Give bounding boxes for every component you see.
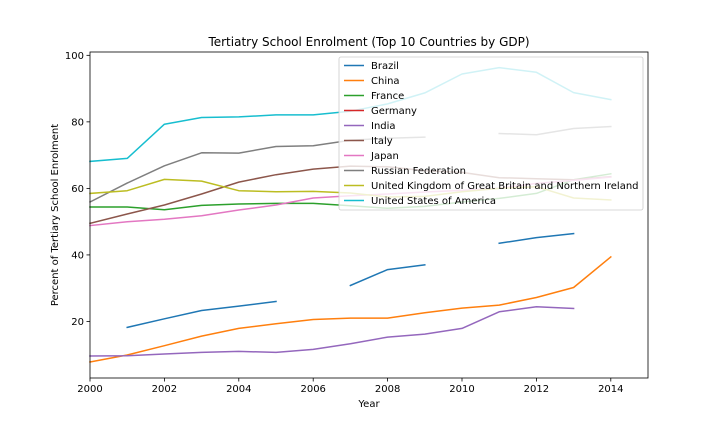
y-tick-label: 20 — [71, 317, 84, 328]
series-line-brazil — [126, 300, 277, 329]
plot-frame — [89, 51, 649, 379]
legend-label-germany: Germany — [371, 106, 417, 117]
series-brazil — [126, 232, 575, 329]
legend-label-china: China — [371, 76, 400, 87]
y-tick-label: 40 — [71, 250, 84, 261]
y-tick-label: 60 — [71, 184, 84, 195]
series-india — [89, 306, 575, 357]
y-tick-label: 100 — [65, 51, 84, 62]
legend-label-united-kingdom-of-great-britain-and-northern-ireland: United Kingdom of Great Britain and Nort… — [371, 181, 639, 192]
legend-label-japan: Japan — [370, 151, 399, 162]
series-line-brazil — [498, 232, 575, 245]
y-axis-label: Percent of Tertiary School Enrolment — [50, 124, 61, 306]
series-line-brazil — [349, 264, 426, 287]
x-tick-label: 2000 — [77, 384, 102, 395]
x-tick-label: 2006 — [300, 384, 325, 395]
x-tick-label: 2014 — [598, 384, 623, 395]
legend-label-france: France — [371, 91, 404, 102]
x-axis: 2000 2002 2004 2006 2008 2010 2012 2014 — [77, 378, 624, 395]
legend-label-brazil: Brazil — [371, 61, 399, 72]
series-line-india — [89, 306, 575, 357]
legend-frame — [338, 56, 644, 211]
y-tick-label: 80 — [71, 117, 84, 128]
y-axis: 20 40 60 80 100 — [65, 51, 90, 328]
legend-label-india: India — [371, 121, 396, 132]
legend-label-russian-federation: Russian Federation — [371, 166, 466, 177]
x-tick-label: 2008 — [375, 384, 400, 395]
x-tick-label: 2002 — [152, 384, 177, 395]
chart-title: Tertiatry School Enrolment (Top 10 Count… — [207, 35, 529, 49]
series-line-china — [89, 255, 612, 363]
legend-label-united-states-of-america: United States of America — [371, 196, 496, 207]
legend-label-italy: Italy — [371, 136, 393, 147]
legend: Brazil China France Germany India Italy Japan R… — [338, 56, 644, 211]
x-axis-label: Year — [357, 399, 380, 410]
series-china — [89, 255, 612, 363]
x-tick-label: 2004 — [226, 384, 251, 395]
x-tick-label: 2012 — [524, 384, 549, 395]
x-tick-label: 2010 — [449, 384, 474, 395]
